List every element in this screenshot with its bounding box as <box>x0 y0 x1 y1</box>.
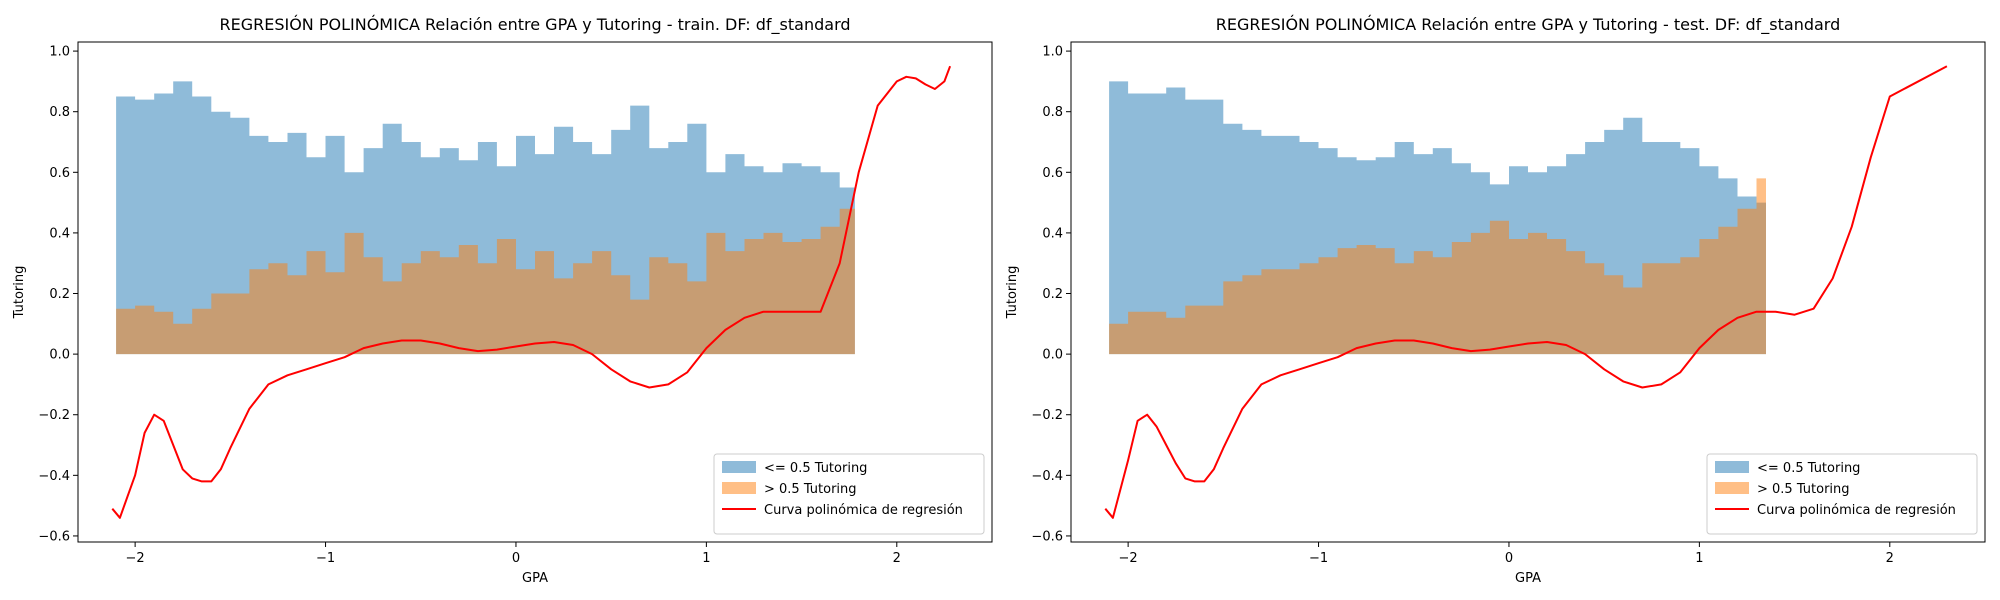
y-tick-label: −0.4 <box>38 469 70 484</box>
regression-line <box>111 65 952 519</box>
chart-panel-1: REGRESIÓN POLINÓMICA Relación entre GPA … <box>1005 15 1986 586</box>
legend-swatch <box>722 482 756 494</box>
x-tick-label: 1 <box>702 551 710 566</box>
y-tick-label: −0.2 <box>1031 408 1063 423</box>
x-tick-label: 2 <box>1886 551 1894 566</box>
x-tick-label: 0 <box>512 551 520 566</box>
legend-swatch <box>1715 482 1749 494</box>
legend-swatch <box>722 461 756 473</box>
y-axis-label: Tutoring <box>12 266 27 320</box>
area-series-1 <box>116 166 855 355</box>
legend-box <box>1706 453 1978 535</box>
legend-label: > 0.5 Tutoring <box>764 482 857 497</box>
legend-label: <= 0.5 Tutoring <box>764 461 867 476</box>
x-axis-label: GPA <box>522 571 548 586</box>
x-tick-label: −1 <box>1309 551 1328 566</box>
x-tick-label: −2 <box>1119 551 1138 566</box>
x-tick-label: 1 <box>1695 551 1703 566</box>
chart-panel-0: REGRESIÓN POLINÓMICA Relación entre GPA … <box>12 15 993 586</box>
legend-swatch <box>1715 461 1749 473</box>
legend: <= 0.5 Tutoring > 0.5 Tutoring Curva polin… <box>1706 453 1978 535</box>
legend-label: Curva polinómica de regresión <box>764 503 963 518</box>
axes-frame <box>77 41 993 543</box>
x-tick-label: 2 <box>893 551 901 566</box>
y-tick-label: 1.0 <box>1042 45 1063 60</box>
y-tick-label: 0.8 <box>1042 105 1063 120</box>
y-tick-label: 0.8 <box>49 105 70 120</box>
y-tick-label: −0.6 <box>1031 529 1063 544</box>
legend-label: <= 0.5 Tutoring <box>1757 461 1860 476</box>
y-tick-label: 0.6 <box>1042 166 1063 181</box>
x-tick-label: −2 <box>126 551 145 566</box>
legend-label: > 0.5 Tutoring <box>1757 482 1850 497</box>
area-series-1 <box>1109 178 1766 355</box>
y-tick-label: −0.6 <box>38 529 70 544</box>
chart-title: REGRESIÓN POLINÓMICA Relación entre GPA … <box>1216 15 1841 35</box>
y-tick-label: 0.4 <box>1042 226 1063 241</box>
y-axis-label: Tutoring <box>1005 266 1020 320</box>
y-tick-label: 1.0 <box>49 45 70 60</box>
y-tick-label: 0.2 <box>49 287 70 302</box>
y-tick-label: 0.6 <box>49 166 70 181</box>
regression-line <box>1104 65 1948 519</box>
axes-frame <box>1070 41 1986 543</box>
legend: <= 0.5 Tutoring > 0.5 Tutoring Curva polin… <box>713 453 985 535</box>
x-tick-label: −1 <box>316 551 335 566</box>
y-tick-label: 0.0 <box>1042 348 1063 363</box>
y-tick-label: 0.0 <box>49 348 70 363</box>
y-tick-label: 0.4 <box>49 226 70 241</box>
y-tick-label: 0.2 <box>1042 287 1063 302</box>
chart-title: REGRESIÓN POLINÓMICA Relación entre GPA … <box>219 15 850 35</box>
legend-label: Curva polinómica de regresión <box>1757 503 1956 518</box>
x-axis-label: GPA <box>1515 571 1541 586</box>
x-tick-label: 0 <box>1505 551 1513 566</box>
y-tick-label: −0.2 <box>38 408 70 423</box>
y-tick-label: −0.4 <box>1031 469 1063 484</box>
legend-box <box>713 453 985 535</box>
